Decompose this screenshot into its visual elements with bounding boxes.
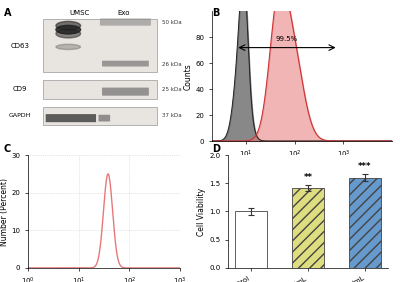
FancyBboxPatch shape	[43, 80, 157, 99]
Bar	[349, 178, 381, 268]
X-axis label: FITC-CD63: FITC-CD63	[282, 163, 322, 172]
Text: 50 kDa: 50 kDa	[162, 20, 181, 25]
Text: C: C	[4, 144, 11, 154]
Ellipse shape	[56, 29, 80, 38]
Text: 26 kDa: 26 kDa	[162, 62, 181, 67]
FancyBboxPatch shape	[98, 115, 110, 122]
Ellipse shape	[56, 25, 80, 34]
Text: 99.5%: 99.5%	[276, 36, 298, 42]
Text: A: A	[4, 8, 12, 18]
Ellipse shape	[56, 21, 80, 30]
Text: 37 kDa: 37 kDa	[162, 113, 181, 118]
Ellipse shape	[56, 44, 80, 50]
FancyBboxPatch shape	[102, 88, 149, 96]
Bar	[235, 212, 267, 268]
Text: CD63: CD63	[10, 43, 29, 49]
FancyBboxPatch shape	[100, 18, 151, 26]
Bar	[292, 188, 324, 268]
Text: **: **	[304, 173, 312, 182]
Text: GAPDH: GAPDH	[9, 113, 31, 118]
Text: Exo: Exo	[118, 10, 130, 16]
FancyBboxPatch shape	[43, 19, 157, 72]
Text: D: D	[212, 144, 220, 154]
FancyBboxPatch shape	[102, 61, 149, 67]
FancyBboxPatch shape	[43, 107, 157, 125]
Text: CD9: CD9	[12, 86, 27, 92]
FancyBboxPatch shape	[46, 114, 96, 122]
Y-axis label: Counts: Counts	[184, 63, 192, 89]
Text: ***: ***	[358, 162, 372, 171]
Text: 25 kDa: 25 kDa	[162, 87, 181, 92]
Text: B: B	[212, 8, 219, 18]
Text: UMSC: UMSC	[70, 10, 90, 16]
Y-axis label: Cell Viability: Cell Viability	[197, 188, 206, 235]
Y-axis label: Number (Percent): Number (Percent)	[0, 177, 8, 246]
